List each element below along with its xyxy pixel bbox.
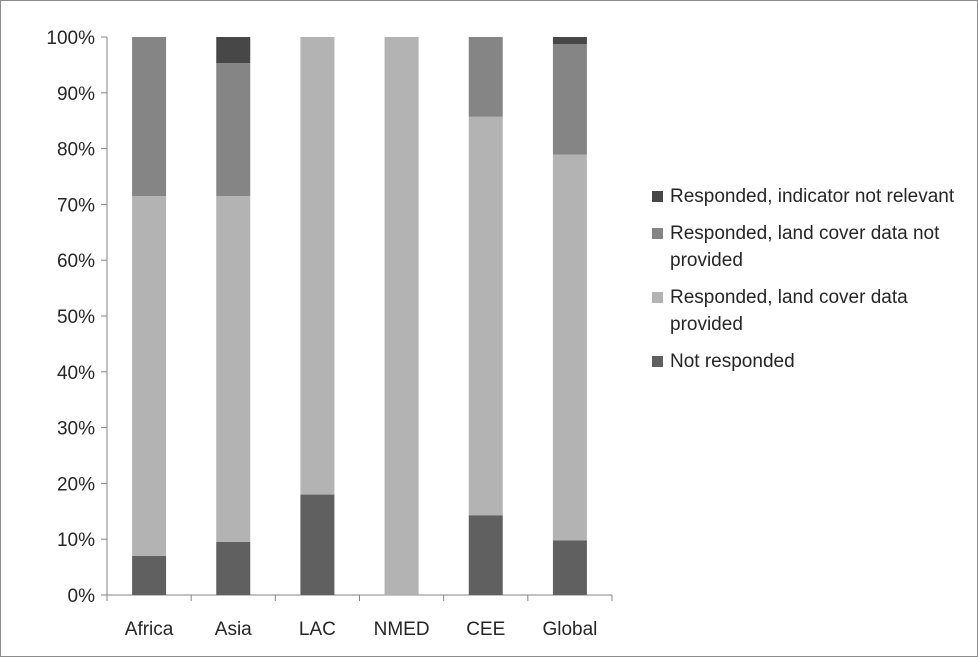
bar-segment (132, 555, 167, 595)
y-tick-label: 10% (57, 530, 95, 551)
bar-segment (216, 63, 251, 197)
bar-segment (300, 494, 335, 595)
x-tick-label: Africa (125, 619, 174, 640)
x-tick-label: Global (542, 619, 597, 640)
x-tick-label: LAC (299, 619, 336, 640)
x-tick-label: Asia (215, 619, 252, 640)
legend-item-indicator-not-relevant: Responded, indicator not relevant (648, 183, 968, 210)
bar-segment (468, 515, 503, 595)
x-tick-label: CEE (466, 619, 505, 640)
bar-segment (216, 196, 251, 542)
y-tick-label: 90% (57, 84, 95, 105)
bar-segment (384, 37, 419, 595)
legend-item-data-not-provided: Responded, land cover data not provided (648, 220, 968, 274)
y-tick-label: 100% (46, 28, 95, 49)
legend-label: Responded, land cover data not provided (670, 223, 940, 271)
legend: Responded, indicator not relevant Respon… (648, 183, 968, 385)
bar-segment (552, 44, 587, 155)
bar-segment (300, 37, 335, 495)
legend-swatch (652, 356, 663, 367)
legend-item-not-responded: Not responded (648, 348, 968, 375)
legend-label: Not responded (670, 351, 795, 372)
bar-segment (552, 540, 587, 595)
x-tick-label: NMED (374, 619, 430, 640)
bar-segment (468, 116, 503, 516)
legend-swatch (652, 228, 663, 239)
bar-segment (132, 37, 167, 197)
legend-label: Responded, indicator not relevant (670, 186, 955, 207)
y-tick-label: 30% (57, 419, 95, 440)
bar-segment (216, 37, 251, 64)
bar-segment (552, 154, 587, 541)
bar-segment (468, 37, 503, 117)
y-tick-label: 80% (57, 140, 95, 161)
legend-swatch (652, 191, 663, 202)
legend-item-data-provided: Responded, land cover data provided (648, 284, 968, 338)
y-tick-label: 50% (57, 307, 95, 328)
y-tick-label: 20% (57, 474, 95, 495)
y-tick-label: 0% (68, 586, 96, 607)
legend-label: Responded, land cover data provided (670, 287, 908, 335)
y-tick-label: 60% (57, 251, 95, 272)
legend-swatch (652, 292, 663, 303)
y-tick-label: 70% (57, 195, 95, 216)
y-tick-label: 40% (57, 363, 95, 384)
bar-segment (132, 196, 167, 556)
bar-segment (216, 541, 251, 595)
bar-segment (552, 37, 587, 45)
